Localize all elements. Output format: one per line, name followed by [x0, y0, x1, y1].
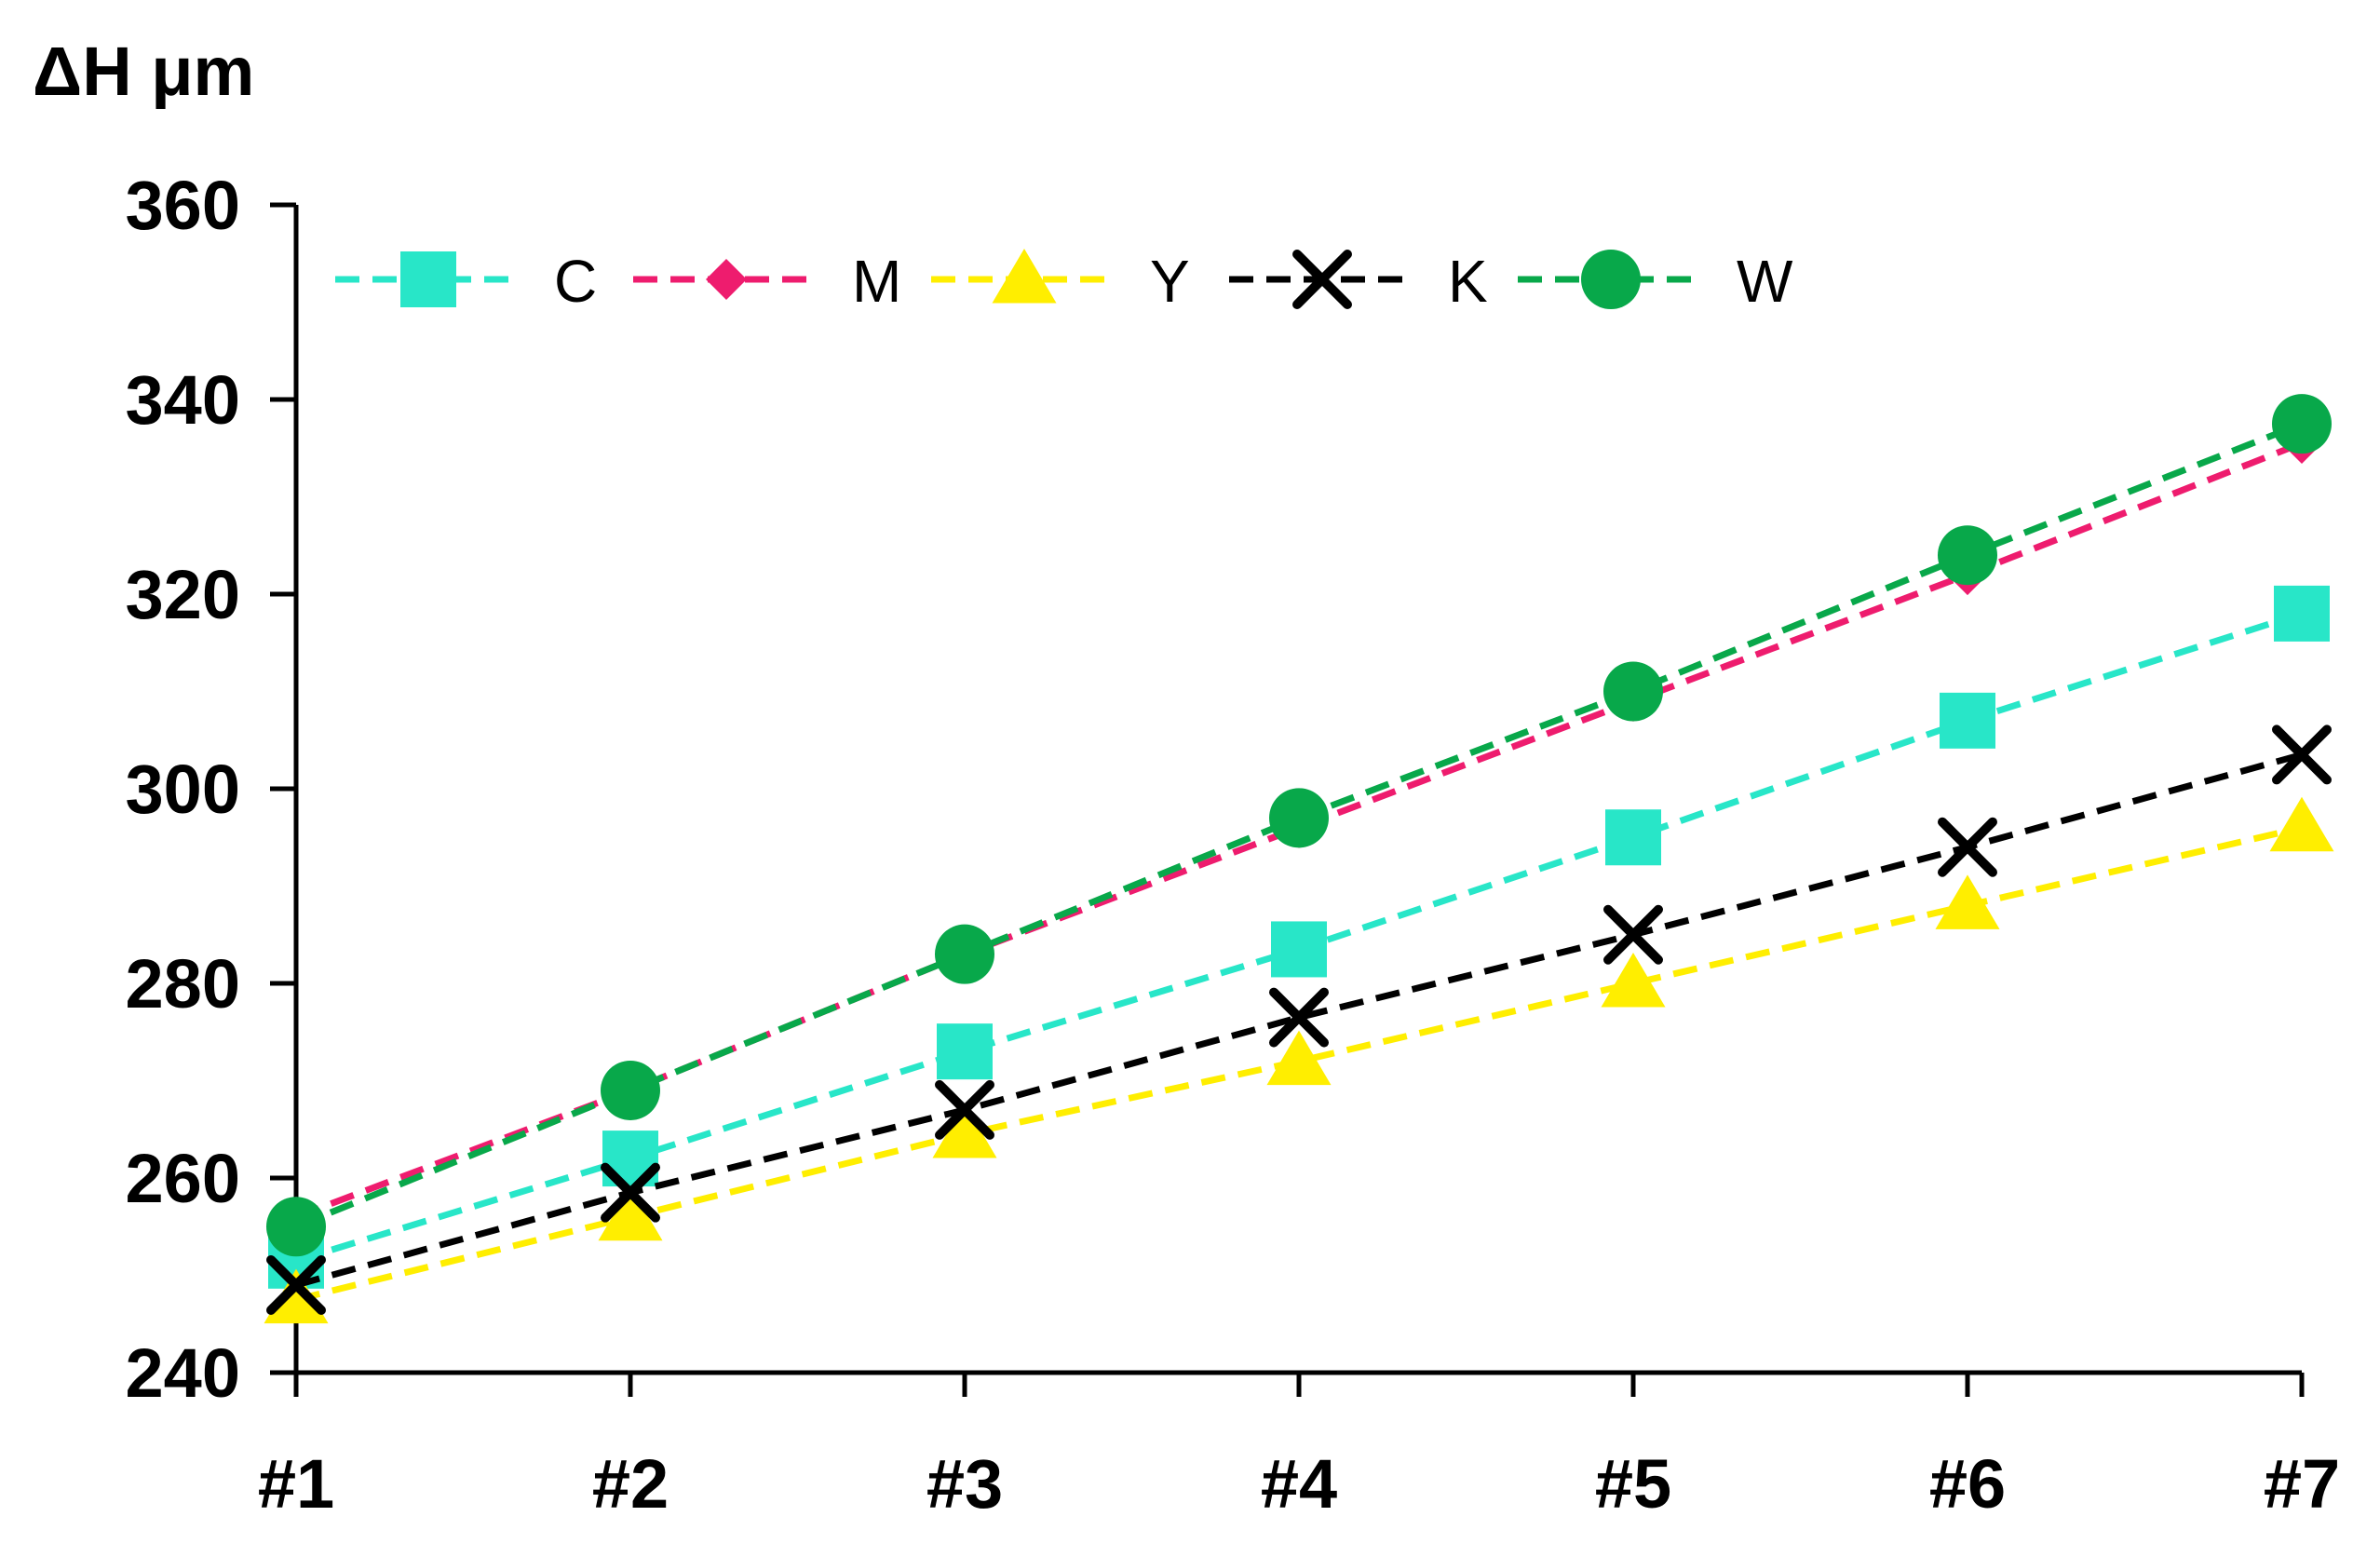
- marker-stroke: [2272, 724, 2332, 785]
- x-tick-label: #6: [1929, 1445, 2006, 1523]
- y-tick-label: 300: [126, 751, 240, 828]
- data-point-C: [937, 1023, 993, 1080]
- y-axis-title: ΔH μm: [33, 33, 254, 110]
- data-point-C: [1605, 809, 1661, 866]
- y-tick-label: 360: [126, 167, 240, 244]
- data-point-W: [266, 1197, 326, 1257]
- marker-stroke: [1603, 904, 1663, 965]
- data-point-K: [1938, 817, 1997, 877]
- series-W: [266, 394, 2332, 1257]
- marker-stroke: [266, 1254, 326, 1315]
- marker-stroke: [935, 1079, 994, 1140]
- legend-label: M: [852, 248, 901, 315]
- legend-label: W: [1737, 248, 1793, 315]
- data-point-Y: [264, 1268, 329, 1324]
- data-point-K: [935, 1079, 994, 1140]
- legend-marker: [400, 251, 456, 307]
- legend-item-C: C: [335, 248, 597, 315]
- legend-label: C: [554, 248, 597, 315]
- y-tick-label: 240: [126, 1334, 240, 1412]
- data-point-Y: [1266, 1030, 1332, 1086]
- x-tick-label: #1: [258, 1445, 334, 1523]
- data-point-C: [2274, 585, 2330, 642]
- legend-label: K: [1448, 248, 1488, 315]
- legend-item-Y: Y: [931, 248, 1190, 315]
- plot-area: [264, 394, 2334, 1324]
- data-point-Y: [1601, 953, 1666, 1008]
- legend-label: Y: [1150, 248, 1190, 315]
- y-tick-label: 280: [126, 945, 240, 1022]
- y-tick-label: 340: [126, 361, 240, 439]
- legend-marker: [992, 249, 1057, 304]
- data-point-W: [1938, 525, 1997, 586]
- marker-stroke: [1938, 817, 1997, 877]
- y-tick-label: 320: [126, 556, 240, 633]
- legend-marker: [706, 259, 747, 300]
- data-point-K: [266, 1254, 326, 1315]
- x-tick-label: #3: [926, 1445, 1003, 1523]
- legend-marker: [1581, 250, 1641, 309]
- marker-stroke: [1292, 250, 1352, 309]
- data-point-K: [1603, 904, 1663, 965]
- x-tick-label: #7: [2264, 1445, 2340, 1523]
- legend-item-K: K: [1229, 248, 1488, 315]
- data-point-K: [2272, 724, 2332, 785]
- data-point-W: [601, 1060, 660, 1120]
- data-point-K: [1269, 987, 1329, 1048]
- legend-marker: [1292, 250, 1352, 309]
- data-point-C: [1271, 921, 1327, 978]
- data-point-Y: [2269, 796, 2334, 852]
- data-point-W: [935, 924, 994, 984]
- x-tick-label: #2: [592, 1445, 669, 1523]
- marker-stroke: [601, 1162, 660, 1223]
- data-point-W: [1603, 661, 1663, 722]
- series-C: [268, 585, 2330, 1289]
- legend-item-M: M: [633, 248, 901, 315]
- x-tick-label: #5: [1595, 1445, 1671, 1523]
- data-point-Y: [932, 1103, 997, 1158]
- marker-stroke: [1269, 987, 1329, 1048]
- series-Y: [264, 796, 2334, 1324]
- y-tick-label: 260: [126, 1140, 240, 1217]
- legend-item-W: W: [1518, 248, 1793, 315]
- data-point-C: [1940, 692, 1995, 749]
- data-point-Y: [1935, 874, 2000, 929]
- series-K: [266, 724, 2332, 1315]
- axes: 240 260 280 300 320 340 360 #1 #2 #3 #4 #5 #6 #7: [126, 167, 2341, 1523]
- data-point-K: [601, 1162, 660, 1223]
- data-point-W: [1269, 788, 1329, 848]
- data-point-Y: [598, 1185, 663, 1241]
- x-tick-label: #4: [1261, 1445, 1337, 1523]
- data-point-W: [2272, 394, 2332, 454]
